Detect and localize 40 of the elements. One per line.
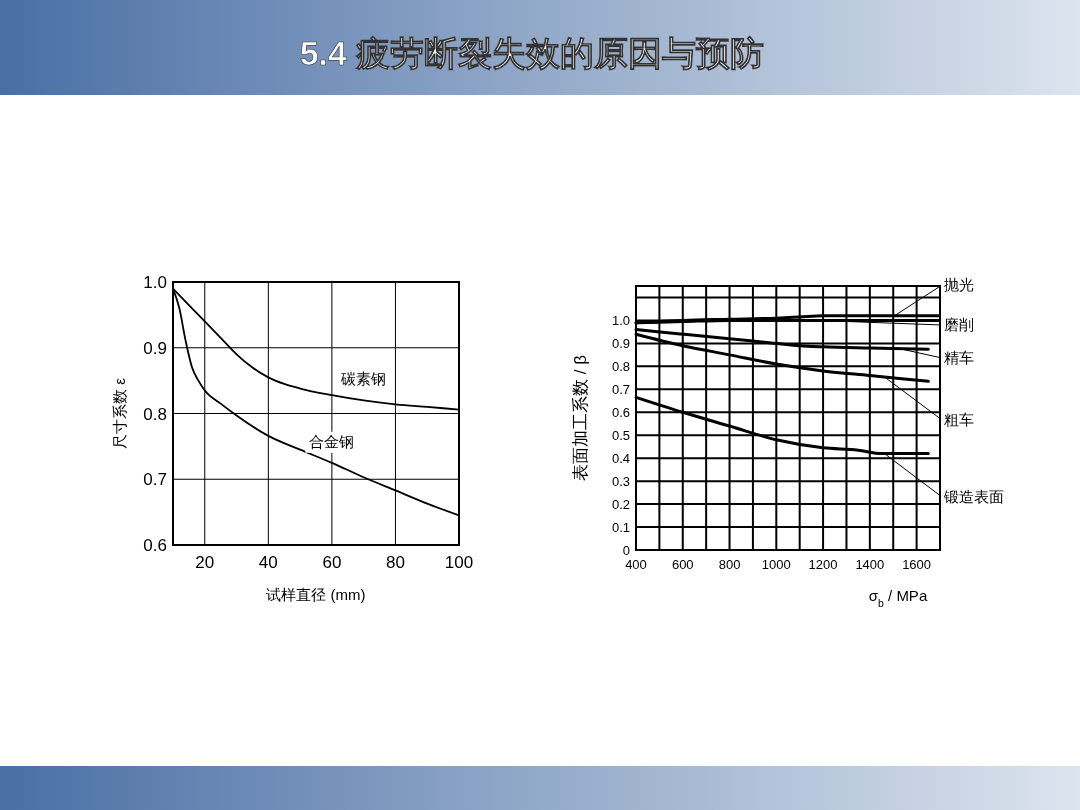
y-tick-label: 0.7	[143, 470, 167, 490]
y-tick-label: 0.3	[611, 473, 630, 489]
x-tick-label: 1200	[808, 557, 838, 572]
y-axis-title: 尺寸系数 ε	[111, 377, 128, 449]
x-tick-label: 40	[258, 553, 278, 572]
x-axis-title: 试样直径 (mm)	[266, 586, 366, 603]
y-tick-label: 0.6	[611, 404, 630, 420]
x-tick-label: 800	[718, 557, 741, 572]
y-axis-title: 表面加工系数 / β	[571, 354, 590, 481]
y-tick-label: 1.0	[611, 313, 630, 329]
y-tick-label: 0.9	[611, 336, 630, 352]
x-tick-label: 1000	[761, 557, 791, 572]
y-tick-label: 1.0	[143, 273, 167, 293]
legend-label: 精车	[944, 349, 974, 367]
x-tick-label: 1600	[902, 557, 932, 572]
text: 锻造表面	[943, 488, 1004, 506]
x-tick-label: 100	[444, 553, 474, 572]
y-tick-label: 0.8	[611, 359, 630, 375]
y-tick-label: 0	[622, 542, 630, 558]
y-tick-label: 0.5	[611, 427, 630, 443]
series-label: 碳素钢	[340, 370, 387, 388]
series-label: 抛光	[944, 276, 974, 294]
y-tick-label: 0.2	[611, 496, 630, 512]
text: 粗车	[944, 411, 974, 429]
y-tick-label: 0.1	[611, 519, 630, 535]
y-tick-label: 0.7	[611, 381, 630, 397]
x-tick-label: 80	[385, 553, 405, 572]
y-tick-label: 0.4	[611, 450, 630, 466]
series-label: 磨削	[944, 316, 974, 334]
x-tick-label: 60	[322, 553, 342, 572]
text: 5.4 疲劳断裂失效的原因与预防	[299, 34, 765, 72]
x-tick-label: 600	[671, 557, 694, 572]
y-tick-label: 0.8	[143, 404, 167, 424]
x-axis-title: σ$_{b}$ / MPa	[868, 587, 928, 609]
x-tick-label: 20	[195, 553, 215, 572]
x-tick-label: 1400	[855, 557, 885, 572]
y-tick-label: 0.6	[143, 536, 167, 556]
series-label: 合金钢	[309, 432, 355, 450]
x-tick-label: 400	[625, 557, 647, 572]
y-tick-label: 0.9	[143, 338, 167, 358]
